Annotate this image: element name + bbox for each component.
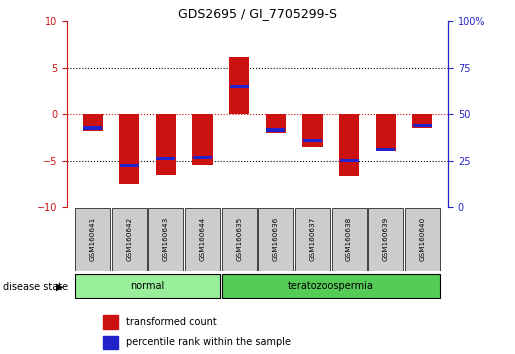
Bar [157, 157, 176, 160]
Text: percentile rank within the sample: percentile rank within the sample [126, 337, 291, 348]
FancyBboxPatch shape [112, 208, 147, 271]
Text: GSM160641: GSM160641 [90, 217, 96, 261]
FancyBboxPatch shape [148, 208, 183, 271]
FancyBboxPatch shape [75, 208, 110, 271]
Text: GSM160640: GSM160640 [419, 217, 425, 261]
Bar [376, 148, 396, 151]
Bar [103, 315, 118, 329]
FancyBboxPatch shape [75, 274, 220, 298]
Text: normal: normal [130, 281, 165, 291]
Text: GSM160636: GSM160636 [273, 217, 279, 261]
Bar [119, 114, 140, 184]
Bar [230, 85, 249, 88]
Bar [156, 114, 176, 175]
Text: GSM160639: GSM160639 [383, 217, 389, 261]
Bar [119, 164, 139, 167]
Text: disease state: disease state [3, 282, 67, 292]
FancyBboxPatch shape [258, 208, 294, 271]
Text: GSM160637: GSM160637 [310, 217, 316, 261]
Bar [266, 114, 286, 133]
Text: teratozoospermia: teratozoospermia [288, 281, 374, 291]
FancyBboxPatch shape [221, 208, 257, 271]
Bar [413, 124, 432, 127]
Text: GSM160638: GSM160638 [346, 217, 352, 261]
Text: GSM160635: GSM160635 [236, 217, 242, 261]
Title: GDS2695 / GI_7705299-S: GDS2695 / GI_7705299-S [178, 7, 337, 20]
Bar [103, 336, 118, 349]
Text: transformed count: transformed count [126, 317, 217, 327]
Bar [83, 126, 102, 130]
Bar [193, 114, 213, 165]
FancyBboxPatch shape [368, 208, 403, 271]
Bar [193, 156, 212, 159]
FancyBboxPatch shape [332, 208, 367, 271]
FancyBboxPatch shape [221, 274, 440, 298]
Text: GSM160644: GSM160644 [199, 217, 205, 261]
Bar [303, 138, 322, 142]
FancyBboxPatch shape [405, 208, 440, 271]
Bar [82, 114, 102, 131]
Bar [339, 114, 359, 176]
FancyBboxPatch shape [295, 208, 330, 271]
Bar [302, 114, 322, 147]
Bar [413, 114, 433, 128]
Bar [375, 114, 396, 152]
Bar [229, 57, 249, 114]
Bar [339, 159, 358, 162]
Text: ▶: ▶ [56, 282, 63, 292]
Bar [266, 129, 285, 132]
Text: GSM160643: GSM160643 [163, 217, 169, 261]
FancyBboxPatch shape [185, 208, 220, 271]
Text: GSM160642: GSM160642 [126, 217, 132, 261]
